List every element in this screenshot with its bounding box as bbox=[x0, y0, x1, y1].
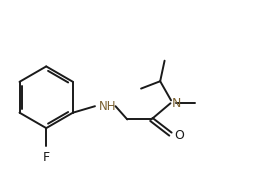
Text: F: F bbox=[43, 151, 50, 164]
Text: N: N bbox=[171, 97, 181, 110]
Text: O: O bbox=[174, 129, 184, 142]
Text: NH: NH bbox=[99, 100, 116, 113]
